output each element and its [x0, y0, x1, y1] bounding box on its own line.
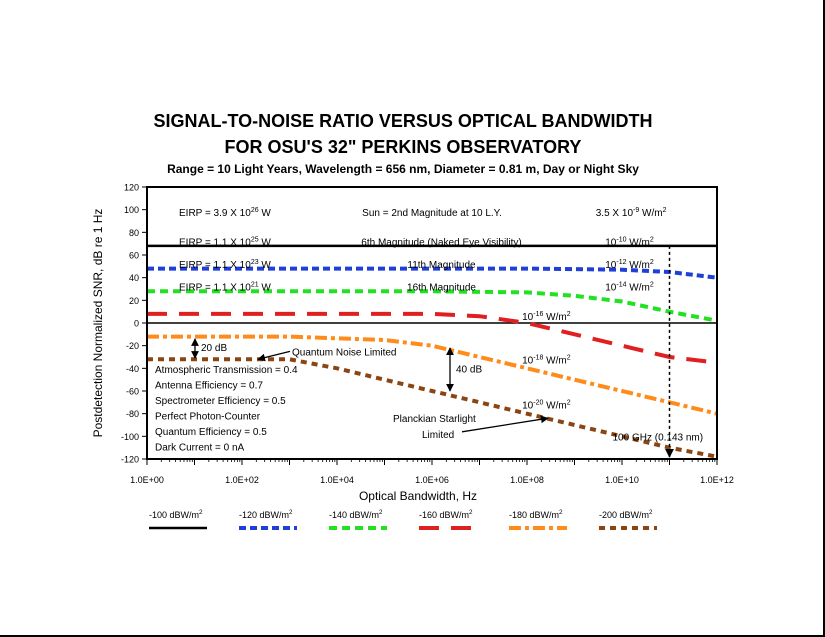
y-tick-label: 0 — [134, 319, 139, 329]
y-tick-label: 20 — [129, 296, 139, 306]
flux-label-2: 10-12 W/m2 — [605, 259, 654, 271]
magnitude-label-0: Sun = 2nd Magnitude at 10 L.Y. — [362, 208, 502, 219]
legend-label-3: -160 dBW/m2 — [419, 509, 473, 520]
y-tick-label: 100 — [124, 205, 139, 215]
y-tick-label: -120 — [121, 455, 139, 465]
magnitude-label-3: 16th Magnitude — [407, 283, 476, 294]
param-label-4: Quantum Efficiency = 0.5 — [155, 427, 267, 438]
x-tick-label: 1.0E+08 — [510, 475, 544, 485]
twenty-db-label: 20 dB — [201, 343, 227, 354]
y-axis-label: Postdetection Normalized SNR, dB re 1 Hz — [91, 209, 105, 438]
series-line-1 — [147, 266, 718, 280]
chart-title-line2: FOR OSU'S 32" PERKINS OBSERVATORY — [224, 137, 582, 157]
param-label-3: Perfect Photon-Counter — [155, 411, 261, 422]
planckian-label-2: Limited — [422, 430, 454, 441]
y-tick-label: -40 — [126, 364, 139, 374]
y-tick-label: 40 — [129, 273, 139, 283]
x-tick-label: 1.0E+02 — [225, 475, 259, 485]
x-tick-label: 1.0E+12 — [700, 475, 734, 485]
planckian-arrow — [461, 415, 549, 433]
series-line-5 — [147, 357, 718, 459]
y-tick-label: -20 — [126, 341, 139, 351]
magnitude-label-1: 6th Magnitude (Naked Eye Visibility) — [361, 237, 521, 248]
flux-label-3: 10-14 W/m2 — [605, 282, 654, 294]
quantum-noise-label: Quantum Noise Limited — [292, 347, 397, 358]
y-tick-label: -100 — [121, 432, 139, 442]
page-frame-bottom — [0, 635, 825, 637]
flux-label-0: 3.5 X 10-9 W/m2 — [596, 207, 667, 219]
chart-title: SIGNAL-TO-NOISE RATIO VERSUS OPTICAL BAN… — [153, 111, 653, 131]
x-tick-label: 1.0E+00 — [130, 475, 164, 485]
y-tick-label: 80 — [129, 228, 139, 238]
y-tick-label: 120 — [124, 183, 139, 193]
legend-label-0: -100 dBW/m2 — [149, 509, 203, 520]
eirp-label-0: EIRP = 3.9 X 1026 W — [179, 207, 271, 219]
param-label-2: Spectrometer Efficiency = 0.5 — [155, 396, 286, 407]
flux-label-1: 10-10 W/m2 — [605, 236, 654, 248]
magnitude-label-2: 11th Magnitude — [407, 260, 476, 271]
planckian-label: Planckian Starlight — [393, 414, 476, 425]
flux-label-5: 10-18 W/m2 — [522, 354, 571, 366]
x-axis-label: Optical Bandwidth, Hz — [359, 489, 477, 503]
y-tick-label: -60 — [126, 387, 139, 397]
y-tick-label: -80 — [126, 409, 139, 419]
quantum-noise-arrow — [257, 350, 291, 362]
legend-label-5: -200 dBW/m2 — [599, 509, 653, 520]
x-tick-label: 1.0E+04 — [320, 475, 354, 485]
chart-subtitle: Range = 10 Light Years, Wavelength = 656… — [167, 162, 639, 176]
legend-label-4: -180 dBW/m2 — [509, 509, 563, 520]
page-frame-right — [823, 0, 825, 636]
forty-db-label: 40 dB — [456, 364, 482, 375]
eirp-label-1: EIRP = 1.1 X 1025 W — [179, 236, 271, 248]
series-line-3 — [147, 311, 718, 365]
ghz-marker-label: 100 GHz (0.143 nm) — [613, 432, 704, 443]
flux-label-4: 10-16 W/m2 — [522, 311, 571, 323]
x-tick-label: 1.0E+10 — [605, 475, 639, 485]
legend-label-1: -120 dBW/m2 — [239, 509, 293, 520]
eirp-label-2: EIRP = 1.1 X 1023 W — [179, 259, 271, 271]
flux-label-6: 10-20 W/m2 — [522, 400, 571, 412]
param-label-0: Atmospheric Transmission = 0.4 — [155, 365, 298, 376]
x-tick-label: 1.0E+06 — [415, 475, 449, 485]
eirp-label-3: EIRP = 1.1 X 1021 W — [179, 282, 271, 294]
legend-label-2: -140 dBW/m2 — [329, 509, 383, 520]
series-line-4 — [147, 334, 718, 416]
y-tick-label: 60 — [129, 251, 139, 261]
series-line-2 — [147, 289, 718, 323]
param-label-5: Dark Current = 0 nA — [155, 442, 245, 453]
param-label-1: Antenna Efficiency = 0.7 — [155, 380, 263, 391]
